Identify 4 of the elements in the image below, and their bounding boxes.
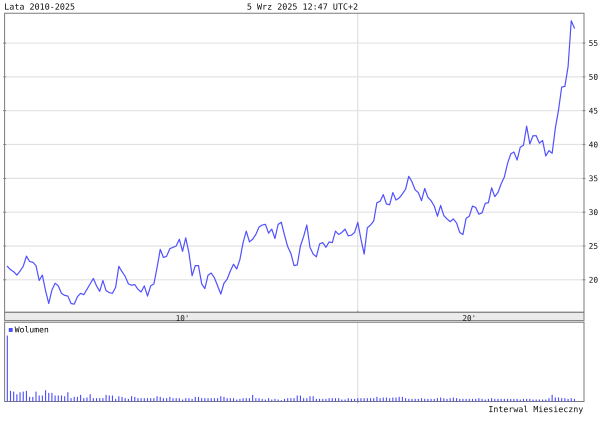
text: Interwal Miesieczny (489, 406, 583, 414)
legend-label: Wolumen (14, 326, 48, 332)
chart-subtitle: 5 Wrz 2025 12:47 UTC+2 (247, 3, 358, 10)
chart-title: Lata 2010-2025 (5, 3, 74, 10)
